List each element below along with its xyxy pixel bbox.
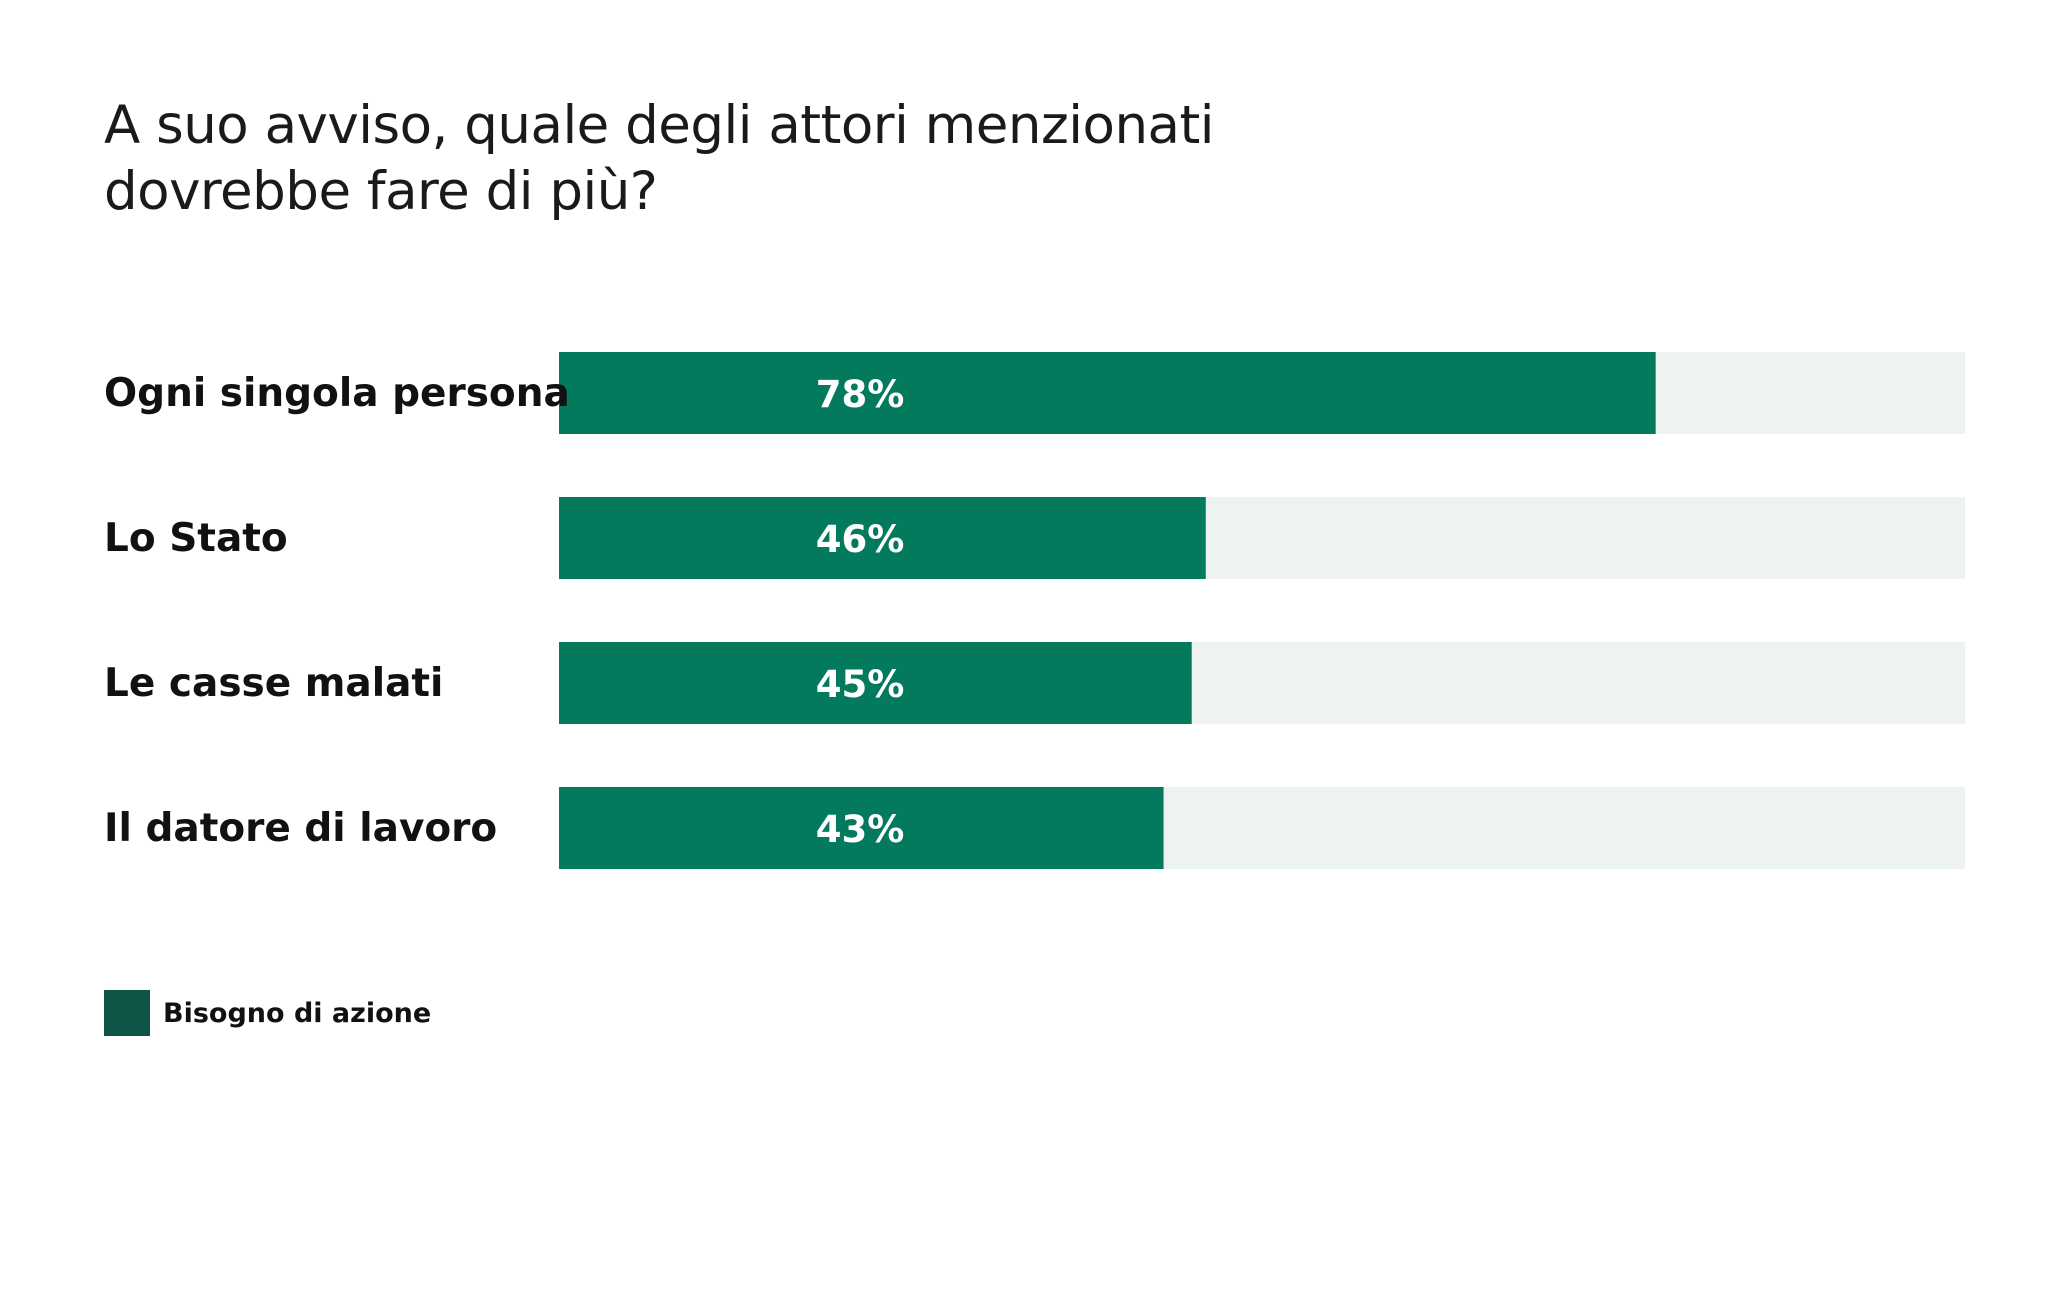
value-label: 45% <box>816 663 905 706</box>
value-label: 78% <box>816 373 905 416</box>
category-label: Le casse malati <box>104 661 443 706</box>
category-label: Il datore di lavoro <box>104 806 497 851</box>
legend-label: Bisogno di azione <box>163 997 432 1029</box>
category-label: Ogni singola persona <box>104 371 570 416</box>
bar <box>559 352 1656 434</box>
legend-swatch <box>104 990 150 1036</box>
bar-row: Le casse malati 45% <box>104 642 1965 724</box>
bar <box>559 787 1164 869</box>
value-label: 46% <box>816 518 905 561</box>
bar-row: Lo Stato 46% <box>104 497 1965 579</box>
chart-title-line-2: dovrebbe fare di più? <box>104 161 658 222</box>
chart-title: A suo avviso, quale degli attori menzion… <box>104 93 1404 225</box>
value-label: 43% <box>816 808 905 851</box>
bar-row: Il datore di lavoro 43% <box>104 787 1965 869</box>
bar <box>559 642 1192 724</box>
chart-title-line-1: A suo avviso, quale degli attori menzion… <box>104 95 1215 156</box>
category-label: Lo Stato <box>104 516 288 561</box>
legend: Bisogno di azione <box>104 990 431 1036</box>
bar-row: Ogni singola persona 78% <box>104 352 1965 434</box>
bar <box>559 497 1206 579</box>
